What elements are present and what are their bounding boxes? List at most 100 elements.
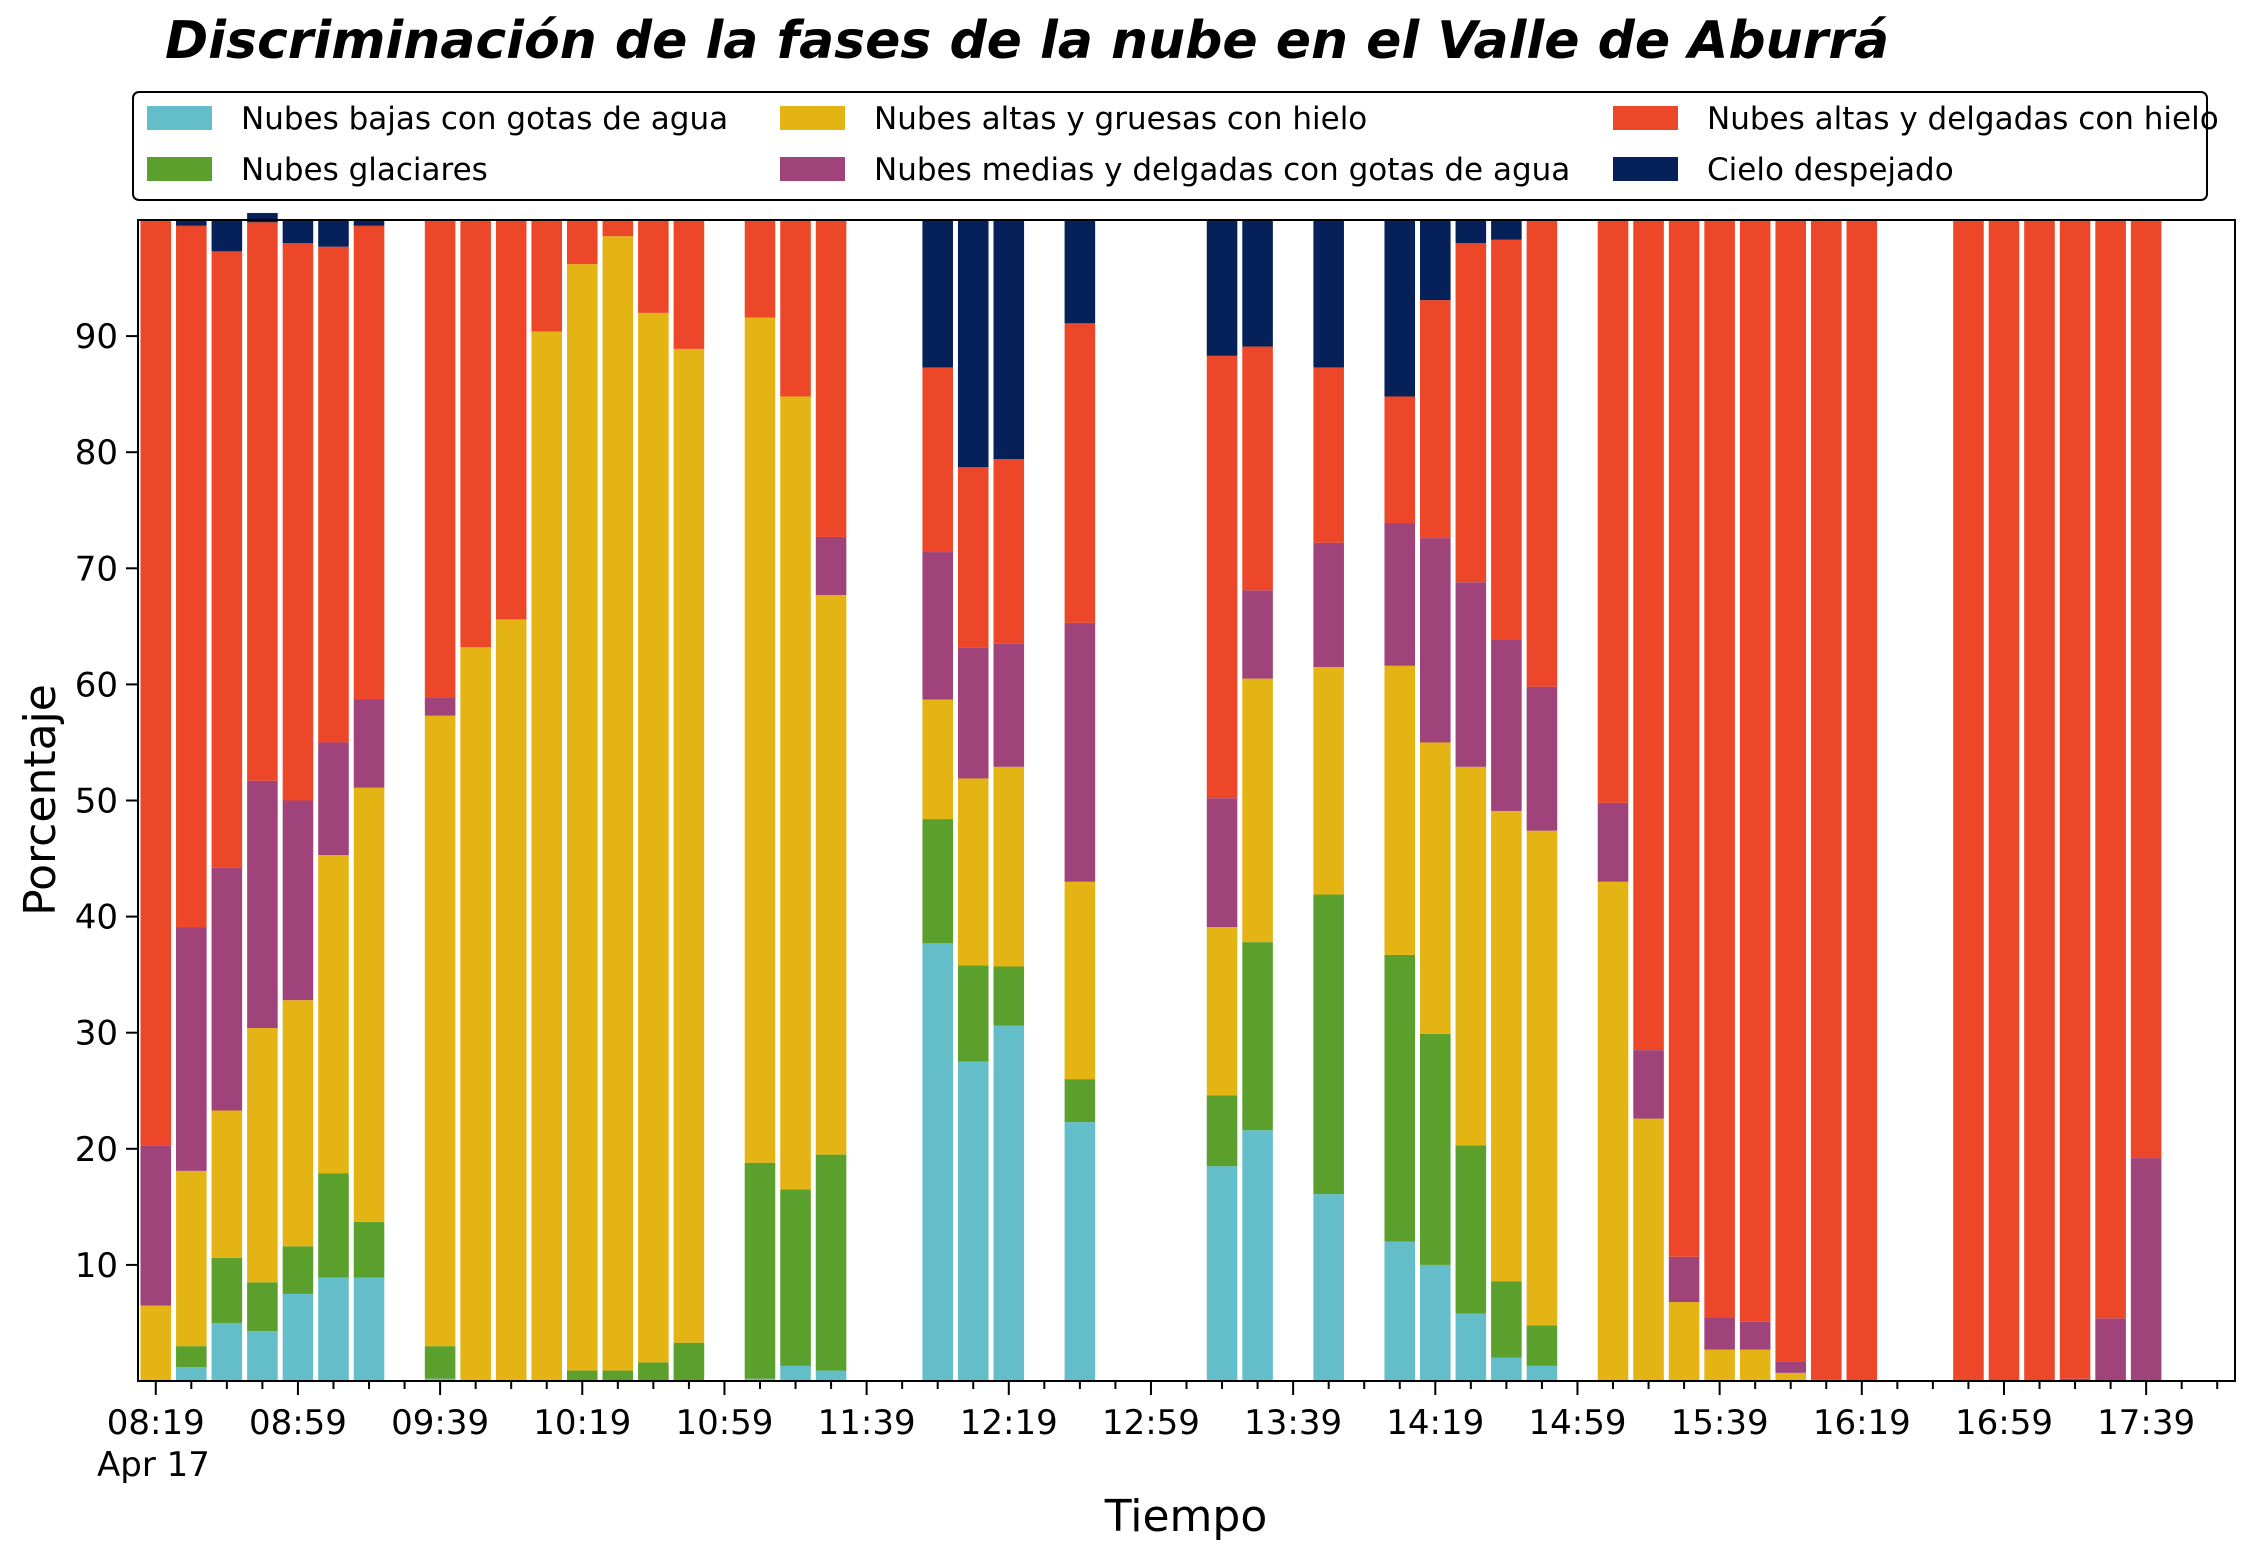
x-tick-label: 11:39	[818, 1403, 916, 1443]
bar-segment-nubes-altas-y-delgadas-con-hielo-28	[1491, 239, 1522, 640]
bar-segment-nubes-altas-y-gruesas-con-hielo-33	[1704, 1349, 1735, 1381]
bar-segment-nubes-glaciares-18	[922, 819, 953, 944]
bar-segment-nubes-altas-y-delgadas-con-hielo-18	[922, 367, 953, 553]
bar-segment-nubes-altas-y-gruesas-con-hielo-14	[673, 348, 705, 1343]
bar-segment-nubes-altas-y-delgadas-con-hielo-35	[1775, 220, 1807, 1362]
bar-segment-nubes-altas-y-gruesas-con-hielo-6	[353, 787, 385, 1222]
bar-segment-nubes-bajas-con-gotas-de-agua-26	[1420, 1264, 1451, 1381]
legend: Nubes bajas con gotas de agua Nubes altas…	[132, 91, 2219, 201]
bar-segment-nubes-bajas-con-gotas-de-agua-23	[1242, 1130, 1273, 1381]
legend-label-nubes-medias-y-delgadas-con-gotas-de-agua: Nubes medias y delgadas con gotas de agu…	[874, 152, 1570, 188]
bar-segment-nubes-altas-y-gruesas-con-hielo-23	[1242, 678, 1273, 943]
legend-label-nubes-altas-y-delgadas-con-hielo: Nubes altas y delgadas con hielo	[1707, 101, 2219, 137]
bar-segment-nubes-medias-y-delgadas-con-gotas-de-agua-7	[424, 697, 456, 716]
bar-segment-cielo-despejado-21	[1064, 220, 1096, 324]
legend-swatch-nubes-medias-y-delgadas-con-gotas-de-agua	[780, 157, 845, 181]
legend-swatch-cielo-despejado	[1613, 157, 1678, 181]
bar-segment-nubes-altas-y-delgadas-con-hielo-13	[638, 220, 669, 313]
bar-segment-nubes-altas-y-delgadas-con-hielo-5	[318, 246, 349, 743]
bar-segment-nubes-medias-y-delgadas-con-gotas-de-agua-27	[1455, 582, 1487, 767]
bar-segment-nubes-medias-y-delgadas-con-gotas-de-agua-42	[2095, 1318, 2126, 1381]
bar-segment-nubes-altas-y-gruesas-con-hielo-35	[1775, 1372, 1807, 1381]
bar-segment-nubes-bajas-con-gotas-de-agua-16	[780, 1365, 811, 1381]
bar-segment-nubes-glaciares-11	[567, 1370, 598, 1381]
bars	[140, 213, 2162, 1382]
bar-segment-nubes-altas-y-gruesas-con-hielo-27	[1455, 766, 1487, 1146]
bar-segment-nubes-bajas-con-gotas-de-agua-2	[211, 1322, 243, 1381]
bar-segment-nubes-altas-y-delgadas-con-hielo-31	[1633, 220, 1664, 1051]
bar-segment-nubes-altas-y-delgadas-con-hielo-22	[1206, 355, 1238, 799]
bar-segment-nubes-altas-y-delgadas-con-hielo-41	[2059, 220, 2091, 1379]
bar-segment-nubes-altas-y-delgadas-con-hielo-32	[1668, 220, 1700, 1257]
bar-segment-nubes-altas-y-delgadas-con-hielo-3	[247, 222, 278, 781]
bar-segment-nubes-altas-y-gruesas-con-hielo-25	[1384, 665, 1416, 955]
y-tick-label: 90	[75, 317, 118, 357]
bar-segment-nubes-altas-y-gruesas-con-hielo-18	[922, 699, 953, 820]
bar-segment-nubes-medias-y-delgadas-con-gotas-de-agua-18	[922, 552, 953, 700]
legend-swatch-nubes-altas-y-delgadas-con-hielo	[1613, 106, 1678, 130]
bar-segment-cielo-despejado-23	[1242, 220, 1273, 347]
y-tick-label: 50	[75, 782, 118, 822]
bar-segment-nubes-altas-y-gruesas-con-hielo-20	[993, 766, 1025, 967]
bar-segment-nubes-glaciares-22	[1206, 1095, 1238, 1167]
bar-segment-cielo-despejado-24	[1313, 220, 1344, 368]
bar-segment-nubes-altas-y-delgadas-con-hielo-26	[1420, 300, 1451, 539]
bar-segment-nubes-bajas-con-gotas-de-agua-29	[1526, 1365, 1558, 1381]
bar-segment-nubes-altas-y-delgadas-con-hielo-21	[1064, 323, 1096, 623]
bar-segment-nubes-glaciares-7	[424, 1346, 456, 1379]
bar-segment-nubes-medias-y-delgadas-con-gotas-de-agua-33	[1704, 1317, 1735, 1350]
bar-segment-nubes-glaciares-24	[1313, 894, 1344, 1195]
bar-segment-nubes-medias-y-delgadas-con-gotas-de-agua-28	[1491, 639, 1522, 811]
bar-segment-nubes-altas-y-delgadas-con-hielo-37	[1846, 220, 1878, 1381]
bar-segment-cielo-despejado-18	[922, 220, 953, 368]
bar-segment-nubes-bajas-con-gotas-de-agua-21	[1064, 1122, 1096, 1381]
bar-segment-nubes-altas-y-gruesas-con-hielo-24	[1313, 666, 1344, 895]
bar-segment-nubes-bajas-con-gotas-de-agua-20	[993, 1025, 1025, 1381]
y-tick-label: 70	[75, 549, 118, 589]
bar-segment-cielo-despejado-27	[1455, 220, 1487, 244]
bar-segment-nubes-altas-y-gruesas-con-hielo-13	[638, 312, 669, 1363]
bar-segment-nubes-altas-y-gruesas-con-hielo-30	[1597, 881, 1629, 1381]
bar-segment-nubes-glaciares-3	[247, 1282, 278, 1332]
bar-segment-nubes-medias-y-delgadas-con-gotas-de-agua-17	[815, 536, 847, 595]
x-tick-label: 13:39	[1244, 1403, 1342, 1443]
bar-segment-nubes-medias-y-delgadas-con-gotas-de-agua-34	[1739, 1321, 1771, 1350]
bar-segment-nubes-bajas-con-gotas-de-agua-15	[744, 1378, 776, 1381]
bar-segment-nubes-altas-y-delgadas-con-hielo-16	[780, 220, 811, 397]
bar-segment-nubes-bajas-con-gotas-de-agua-5	[318, 1277, 349, 1381]
bar-segment-nubes-glaciares-6	[353, 1221, 385, 1278]
x-date-label: Apr 17	[97, 1445, 210, 1485]
bar-segment-nubes-glaciares-25	[1384, 954, 1416, 1242]
bar-segment-nubes-glaciares-2	[211, 1257, 243, 1323]
legend-label-nubes-glaciares: Nubes glaciares	[241, 152, 488, 188]
bar-segment-nubes-altas-y-delgadas-con-hielo-8	[460, 220, 491, 648]
y-tick-label: 10	[75, 1246, 118, 1286]
bar-segment-nubes-bajas-con-gotas-de-agua-3	[247, 1331, 278, 1381]
bar-segment-nubes-altas-y-gruesas-con-hielo-12	[602, 236, 634, 1371]
legend-label-nubes-bajas-con-gotas-de-agua: Nubes bajas con gotas de agua	[241, 101, 728, 137]
y-tick-label: 80	[75, 433, 118, 473]
x-tick-label: 12:59	[1102, 1403, 1200, 1443]
bar-segment-nubes-medias-y-delgadas-con-gotas-de-agua-21	[1064, 622, 1096, 882]
bar-segment-nubes-glaciares-1	[176, 1346, 207, 1368]
bar-segment-nubes-bajas-con-gotas-de-agua-4	[282, 1293, 314, 1381]
bar-segment-nubes-glaciares-16	[780, 1189, 811, 1366]
bar-segment-nubes-altas-y-gruesas-con-hielo-19	[957, 778, 989, 966]
bar-segment-nubes-medias-y-delgadas-con-gotas-de-agua-43	[2130, 1158, 2162, 1381]
bar-segment-nubes-medias-y-delgadas-con-gotas-de-agua-31	[1633, 1050, 1664, 1119]
bar-segment-nubes-bajas-con-gotas-de-agua-28	[1491, 1357, 1522, 1381]
bar-segment-nubes-bajas-con-gotas-de-agua-6	[353, 1277, 385, 1381]
bar-segment-nubes-glaciares-26	[1420, 1033, 1451, 1265]
bar-segment-nubes-altas-y-gruesas-con-hielo-8	[460, 647, 491, 1381]
bar-segment-nubes-glaciares-29	[1526, 1325, 1558, 1366]
bar-segment-cielo-despejado-6	[353, 220, 385, 226]
x-tick-label: 15:39	[1671, 1403, 1769, 1443]
bar-segment-nubes-medias-y-delgadas-con-gotas-de-agua-32	[1668, 1256, 1700, 1303]
bar-segment-nubes-medias-y-delgadas-con-gotas-de-agua-35	[1775, 1361, 1807, 1373]
bar-segment-nubes-glaciares-5	[318, 1173, 349, 1278]
bar-segment-nubes-bajas-con-gotas-de-agua-17	[815, 1370, 847, 1381]
bar-segment-nubes-altas-y-delgadas-con-hielo-29	[1526, 221, 1558, 687]
bar-segment-nubes-altas-y-gruesas-con-hielo-17	[815, 595, 847, 1155]
bar-segment-nubes-glaciares-13	[638, 1362, 669, 1381]
